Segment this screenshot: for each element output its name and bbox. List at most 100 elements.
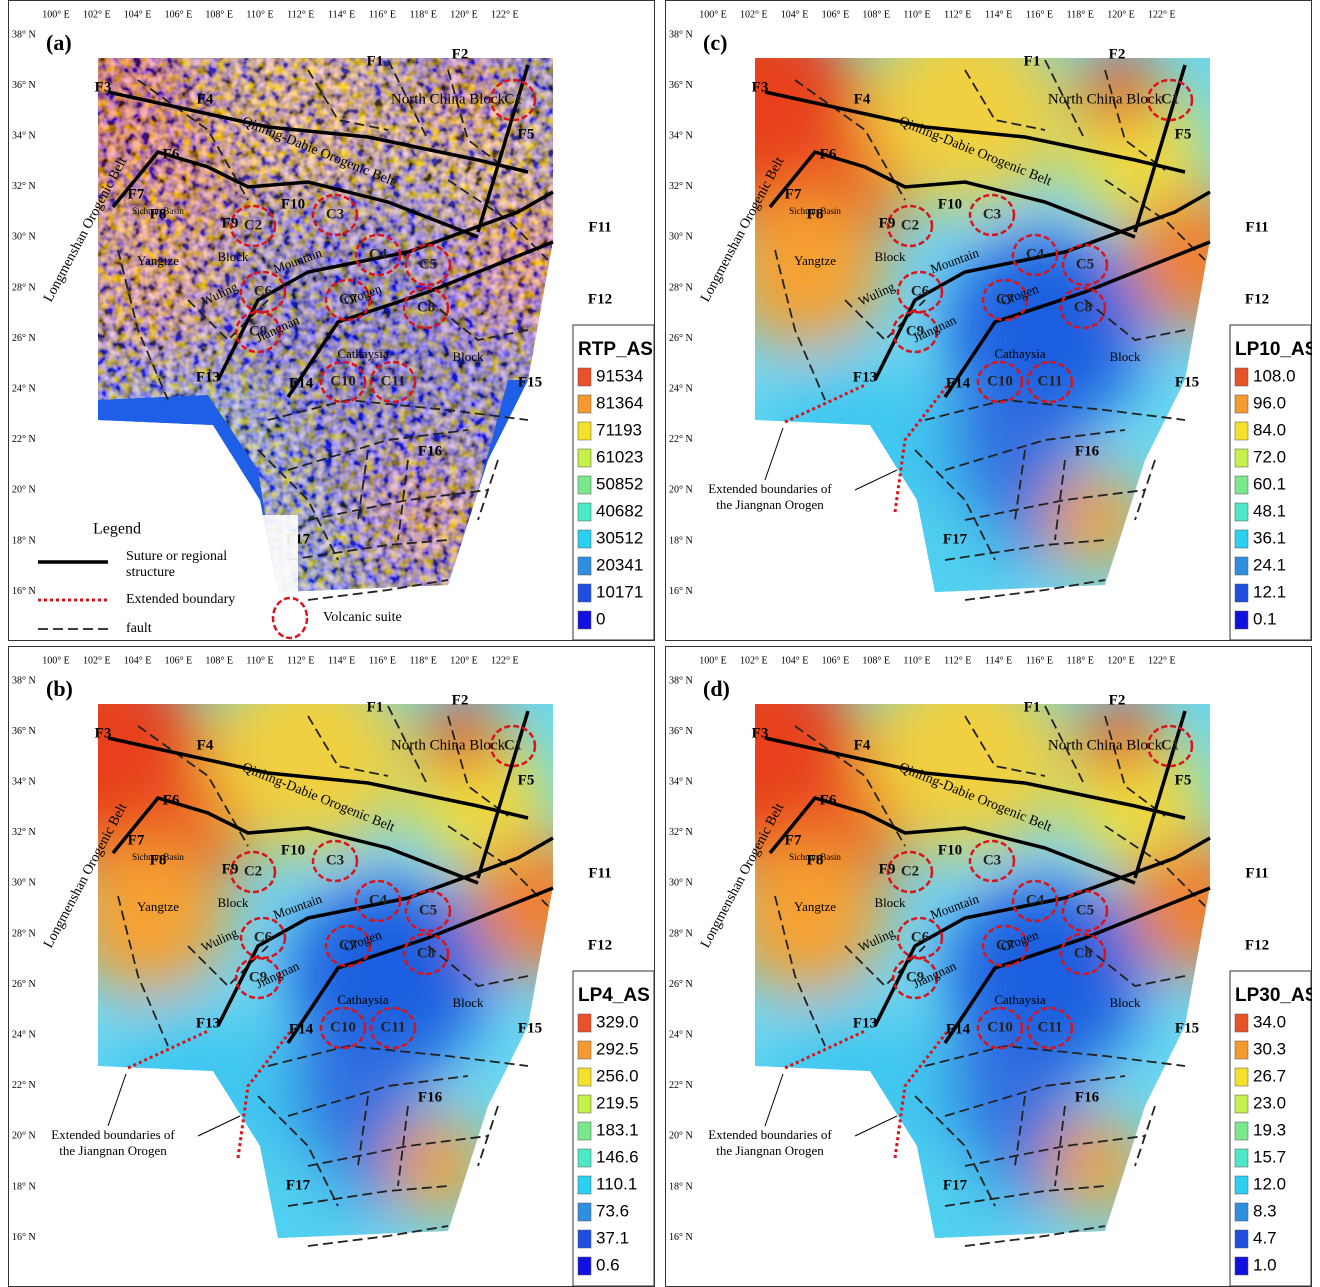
scale-swatch: [1235, 611, 1248, 629]
region-label: North China Block: [1048, 737, 1163, 753]
suite-label: C8: [1074, 945, 1092, 961]
scale-value: 24.1: [1253, 555, 1286, 574]
scale-swatch: [578, 368, 591, 386]
longitude-label: 118° E: [410, 9, 437, 20]
suite-label: C11: [1037, 1019, 1062, 1035]
longitude-label: 116° E: [1026, 655, 1053, 666]
fault-label: F14: [946, 1021, 971, 1037]
suite-label: C5: [419, 256, 437, 272]
scale-swatch: [578, 557, 591, 575]
longitude-label: 112° E: [287, 655, 314, 666]
fault-label: F10: [938, 196, 962, 212]
latitude-label: 32° N: [12, 181, 36, 192]
suite-label: C4: [1026, 246, 1045, 262]
scale-swatch: [578, 1257, 591, 1275]
suite-label: C4: [369, 892, 388, 908]
fault-label: F6: [163, 792, 180, 808]
scale-value: 91534: [596, 366, 643, 385]
fault-label: F11: [588, 219, 611, 235]
latitude-label: 32° N: [12, 827, 36, 838]
scale-swatch: [578, 611, 591, 629]
scale-swatch: [1235, 368, 1248, 386]
annotation: the Jiangnan Orogen: [716, 497, 824, 512]
longitude-label: 104° E: [781, 9, 809, 20]
scale-value: 8.3: [1253, 1201, 1277, 1220]
latitude-label: 20° N: [669, 1131, 693, 1142]
annotation: Extended boundaries of: [708, 1127, 832, 1142]
longitude-label: 100° E: [42, 9, 70, 20]
legend-text: Volcanic suite: [323, 610, 402, 625]
fault-label: F17: [943, 1177, 968, 1193]
scale-swatch: [578, 1014, 591, 1032]
region-label: Cathaysia: [994, 346, 1045, 361]
map-panel: 100° E102° E104° E106° E108° E110° E112°…: [8, 0, 655, 641]
latitude-label: 26° N: [669, 333, 693, 344]
scale-value: 0.6: [596, 1255, 620, 1274]
scale-swatch: [1235, 1014, 1248, 1032]
longitude-label: 106° E: [822, 9, 850, 20]
scale-value: 15.7: [1253, 1147, 1286, 1166]
scale-swatch: [1235, 1176, 1248, 1194]
fault-label: F13: [853, 369, 877, 385]
scale-title: LP4_AS: [578, 985, 650, 1006]
suite-label: C6: [911, 283, 930, 299]
latitude-label: 22° N: [12, 1080, 36, 1091]
fault-label: F3: [752, 725, 769, 741]
scale-swatch: [578, 1122, 591, 1140]
longitude-label: 104° E: [124, 655, 152, 666]
latitude-label: 30° N: [669, 232, 693, 243]
longitude-label: 112° E: [944, 9, 971, 20]
scale-value: 73.6: [596, 1201, 629, 1220]
latitude-label: 18° N: [669, 535, 693, 546]
latitude-label: 28° N: [669, 282, 693, 293]
legend-text: structure: [126, 565, 175, 580]
fault-label: F7: [128, 832, 145, 848]
scale-value: 61023: [596, 447, 643, 466]
suite-label: C3: [326, 206, 344, 222]
longitude-label: 108° E: [862, 9, 890, 20]
region-label: Block: [217, 249, 249, 264]
annotation: Extended boundaries of: [51, 1127, 175, 1142]
scale-swatch: [1235, 422, 1248, 440]
scale-swatch: [1235, 476, 1248, 494]
scale-value: 81364: [596, 393, 643, 412]
latitude-label: 30° N: [12, 878, 36, 889]
fault-label: F5: [1175, 126, 1192, 142]
latitude-label: 38° N: [669, 675, 693, 686]
fault-label: F13: [196, 1015, 220, 1031]
latitude-label: 28° N: [12, 928, 36, 939]
fault-label: F6: [820, 792, 837, 808]
scale-value: 40682: [596, 501, 643, 520]
fault-label: F9: [879, 215, 896, 231]
fault-label: F7: [785, 186, 802, 202]
scale-value: 20341: [596, 555, 643, 574]
scale-swatch: [578, 1203, 591, 1221]
longitude-label: 118° E: [1067, 9, 1094, 20]
scale-swatch: [578, 1041, 591, 1059]
longitude-label: 112° E: [287, 9, 314, 20]
suite-label: C3: [326, 852, 344, 868]
scale-value: 50852: [596, 474, 643, 493]
scale-title: RTP_AS: [578, 339, 653, 360]
latitude-label: 34° N: [12, 130, 36, 141]
scale-value: 292.5: [596, 1039, 639, 1058]
region-label: Block: [1109, 349, 1141, 364]
annotation: the Jiangnan Orogen: [716, 1143, 824, 1158]
region-label: Yangtze: [794, 253, 836, 268]
scale-value: 19.3: [1253, 1120, 1286, 1139]
longitude-label: 114° E: [985, 655, 1012, 666]
annotation: the Jiangnan Orogen: [59, 1143, 167, 1158]
latitude-label: 34° N: [12, 776, 36, 787]
longitude-label: 112° E: [944, 655, 971, 666]
fault-label: F2: [452, 46, 469, 62]
legend-text: fault: [126, 621, 152, 636]
panel-label: (d): [703, 676, 730, 701]
scale-value: 329.0: [596, 1012, 639, 1031]
suite-label: C1: [504, 737, 522, 753]
fault-label: F4: [197, 91, 214, 107]
fault-label: F6: [163, 146, 180, 162]
fault-label: F10: [938, 842, 962, 858]
scale-value: 72.0: [1253, 447, 1286, 466]
fault-label: F17: [286, 1177, 311, 1193]
